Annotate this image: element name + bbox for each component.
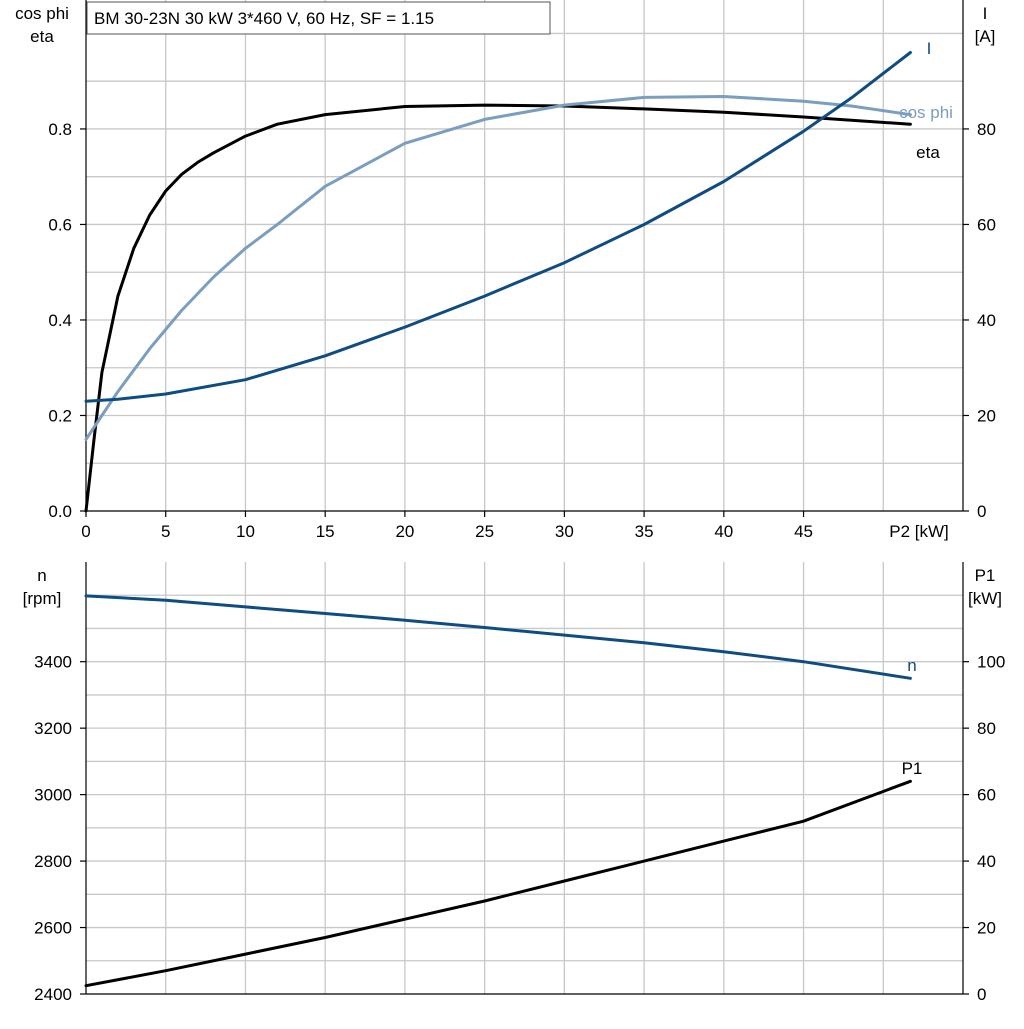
series-label-n: n [907, 656, 916, 675]
x-tick-label: 45 [794, 522, 813, 541]
right-axis-title: [A] [975, 27, 996, 46]
left-axis-title: n [37, 566, 46, 585]
series-line-cos-phi [84, 95, 912, 441]
series-line-p1 [84, 779, 912, 988]
right-tick-label: 60 [977, 215, 996, 234]
chart-title: BM 30-23N 30 kW 3*460 V, 60 Hz, SF = 1.1… [94, 9, 434, 28]
x-tick-label: 25 [475, 522, 494, 541]
left-tick-label: 0.8 [48, 120, 72, 139]
right-tick-label: 80 [977, 719, 996, 738]
x-tick-label: 10 [236, 522, 255, 541]
left-tick-label: 0.4 [48, 311, 72, 330]
left-axis-title: [rpm] [23, 589, 62, 608]
series-line-n [84, 594, 912, 680]
left-tick-label: 0.0 [48, 502, 72, 521]
x-tick-label: 40 [714, 522, 733, 541]
right-tick-label: 100 [977, 653, 1005, 672]
left-tick-label: 0.6 [48, 215, 72, 234]
series-line-i [84, 51, 912, 403]
x-tick-label: 35 [635, 522, 654, 541]
right-tick-label: 20 [977, 406, 996, 425]
left-tick-label: 3400 [34, 653, 72, 672]
x-tick-label: 20 [395, 522, 414, 541]
series-label-eta: eta [916, 143, 940, 162]
series-line-eta [84, 103, 912, 513]
right-tick-label: 0 [977, 502, 986, 521]
series-label-cos-phi: cos phi [899, 103, 953, 122]
x-tick-label: 0 [81, 522, 90, 541]
right-tick-label: 40 [977, 311, 996, 330]
right-tick-label: 60 [977, 786, 996, 805]
right-axis-title: I [983, 4, 988, 23]
series-label-i: I [927, 39, 932, 58]
left-tick-label: 0.2 [48, 406, 72, 425]
left-tick-label: 2600 [34, 919, 72, 938]
x-tick-label: 30 [555, 522, 574, 541]
left-tick-label: 3200 [34, 719, 72, 738]
x-tick-label: 15 [316, 522, 335, 541]
x-axis-label: P2 [kW] [889, 522, 949, 541]
right-axis-title: [kW] [968, 589, 1002, 608]
chart-title-box [86, 1, 551, 35]
right-axis-title: P1 [975, 566, 996, 585]
left-axis-title: eta [30, 27, 54, 46]
x-tick-label: 5 [161, 522, 170, 541]
right-tick-label: 40 [977, 852, 996, 871]
right-tick-label: 80 [977, 120, 996, 139]
left-tick-label: 2800 [34, 852, 72, 871]
series-label-p1: P1 [902, 759, 923, 778]
left-tick-label: 2400 [34, 985, 72, 1004]
left-axis-title: cos phi [15, 4, 69, 23]
right-tick-label: 0 [977, 985, 986, 1004]
right-tick-label: 20 [977, 919, 996, 938]
left-tick-label: 3000 [34, 786, 72, 805]
